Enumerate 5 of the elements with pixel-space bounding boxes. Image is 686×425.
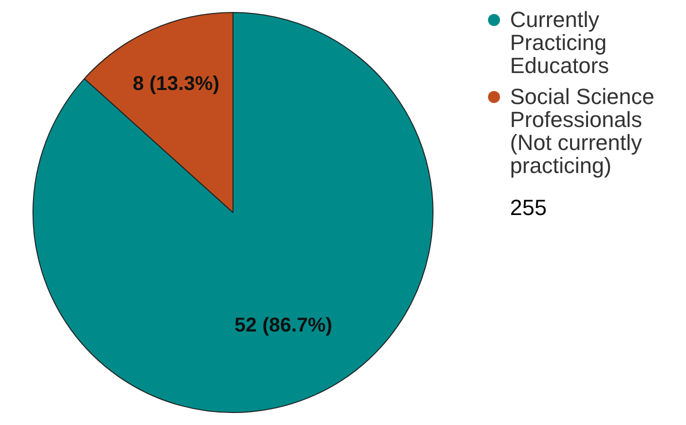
data-label: 8 (13.3%) [132, 73, 220, 96]
legend-label: Social Science Professionals (Not currently practicing) [510, 84, 656, 178]
text: 255 [509, 195, 548, 221]
legend-label: Currently Practicing Educators [510, 7, 610, 78]
data-label: 52 (86.7%) [234, 314, 332, 336]
